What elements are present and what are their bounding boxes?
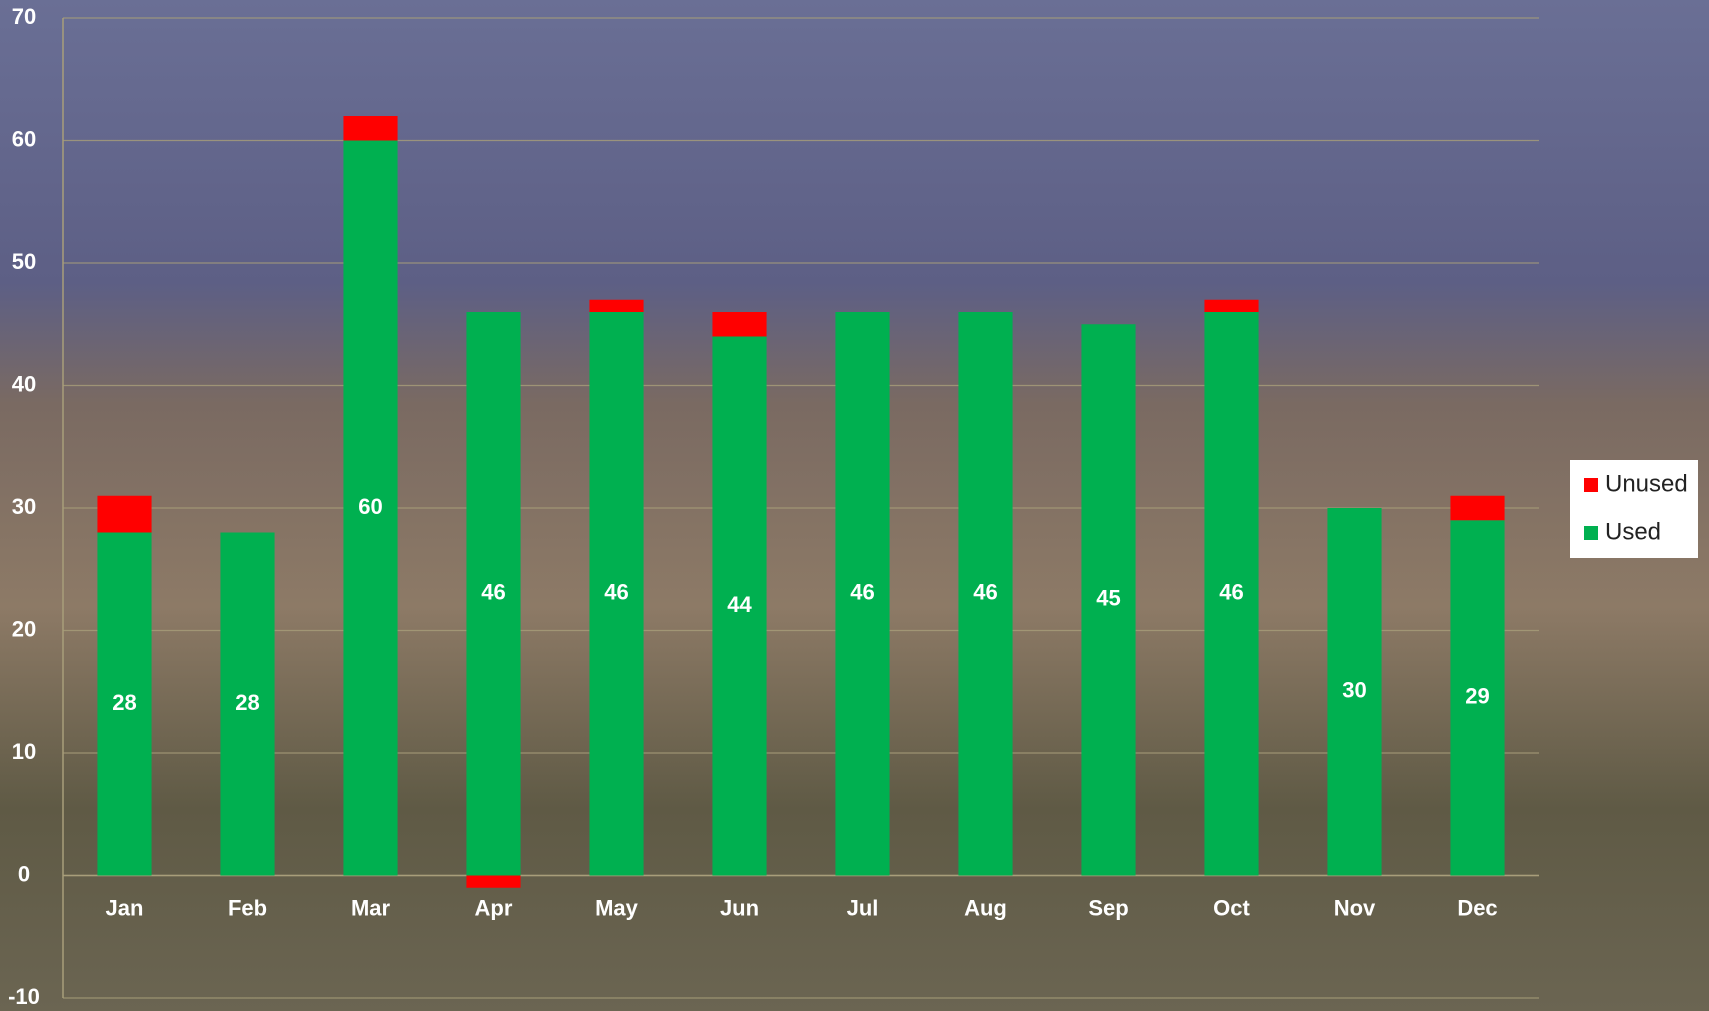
x-tick-label: May bbox=[595, 895, 639, 920]
data-label: 30 bbox=[1342, 678, 1366, 703]
bar-segment bbox=[466, 875, 521, 888]
data-label: 28 bbox=[235, 690, 259, 715]
bar-segment bbox=[466, 312, 521, 876]
x-tick-label: Apr bbox=[475, 895, 513, 920]
bar-segment bbox=[343, 140, 398, 876]
bar-segment bbox=[712, 336, 767, 876]
x-tick-label: Feb bbox=[228, 895, 267, 920]
x-tick-label: Jul bbox=[847, 895, 879, 920]
x-tick-label: Jan bbox=[106, 895, 144, 920]
x-tick-label: Aug bbox=[964, 895, 1007, 920]
data-label: 44 bbox=[727, 592, 752, 617]
y-tick-label: 10 bbox=[12, 739, 36, 764]
bar-segment bbox=[1081, 324, 1136, 876]
data-label: 46 bbox=[850, 580, 874, 605]
bar-segment bbox=[220, 532, 275, 876]
y-tick-label: 0 bbox=[18, 861, 30, 886]
y-tick-label: 50 bbox=[12, 249, 36, 274]
bar-segment bbox=[958, 312, 1013, 876]
data-label: 46 bbox=[1219, 580, 1243, 605]
bar-segment bbox=[835, 312, 890, 876]
x-tick-label: Sep bbox=[1088, 895, 1128, 920]
bar-segment bbox=[1450, 520, 1505, 876]
x-tick-label: Nov bbox=[1334, 895, 1376, 920]
data-label: 46 bbox=[481, 580, 505, 605]
y-tick-label: 30 bbox=[12, 494, 36, 519]
x-tick-label: Dec bbox=[1457, 895, 1497, 920]
legend-label: Used bbox=[1605, 518, 1661, 545]
x-tick-label: Oct bbox=[1213, 895, 1250, 920]
bar-segment bbox=[589, 299, 644, 312]
x-tick-label: Jun bbox=[720, 895, 759, 920]
legend-box bbox=[1570, 460, 1698, 558]
y-tick-label: -10 bbox=[8, 984, 40, 1009]
legend-label: Unused bbox=[1605, 470, 1688, 497]
data-label: 45 bbox=[1096, 586, 1120, 611]
data-label: 29 bbox=[1465, 684, 1489, 709]
bar-segment bbox=[97, 495, 152, 533]
y-tick-label: 70 bbox=[12, 4, 36, 29]
bar-segment bbox=[1204, 299, 1259, 312]
bar-segment bbox=[1204, 312, 1259, 876]
data-label: 60 bbox=[358, 494, 382, 519]
bar-segment bbox=[343, 116, 398, 141]
data-label: 46 bbox=[973, 580, 997, 605]
bar-segment bbox=[97, 532, 152, 876]
legend-swatch bbox=[1584, 478, 1598, 492]
y-tick-label: 60 bbox=[12, 126, 36, 151]
data-label: 46 bbox=[604, 580, 628, 605]
data-label: 28 bbox=[112, 690, 136, 715]
y-tick-label: 40 bbox=[12, 371, 36, 396]
bar-segment bbox=[589, 312, 644, 876]
bar-segment bbox=[1327, 508, 1382, 876]
bar-segment bbox=[712, 312, 767, 337]
bar-segment bbox=[1450, 495, 1505, 521]
y-tick-label: 20 bbox=[12, 616, 36, 641]
legend-swatch bbox=[1584, 526, 1598, 540]
x-tick-label: Mar bbox=[351, 895, 391, 920]
